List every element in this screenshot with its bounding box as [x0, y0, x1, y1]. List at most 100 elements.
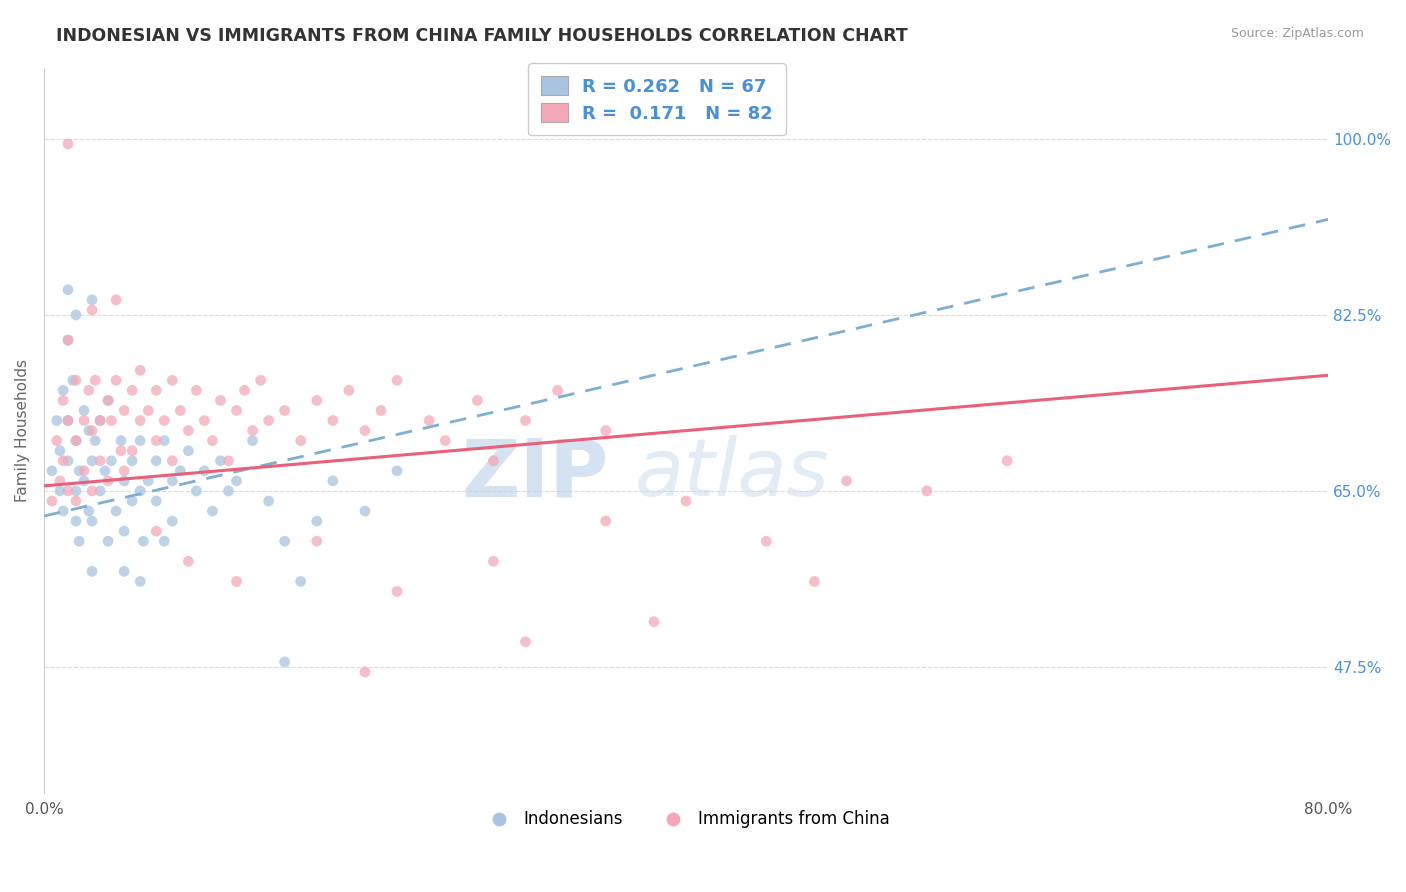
- Point: [177, 424, 200, 438]
- Point: [257, 413, 280, 427]
- Point: [354, 665, 377, 679]
- Point: [52, 504, 75, 518]
- Point: [56, 283, 79, 297]
- Point: [177, 554, 200, 568]
- Point: [112, 524, 135, 538]
- Point: [162, 454, 184, 468]
- Point: [77, 384, 100, 398]
- Point: [52, 384, 75, 398]
- Point: [193, 413, 215, 427]
- Point: [110, 443, 132, 458]
- Point: [97, 534, 120, 549]
- Point: [385, 373, 408, 387]
- Point: [209, 393, 232, 408]
- Point: [337, 384, 360, 398]
- Point: [73, 464, 96, 478]
- Point: [643, 615, 665, 629]
- Point: [186, 384, 208, 398]
- Point: [354, 504, 377, 518]
- Point: [273, 403, 295, 417]
- Point: [136, 403, 159, 417]
- Point: [129, 574, 152, 589]
- Point: [80, 424, 103, 438]
- Point: [65, 373, 87, 387]
- Point: [153, 413, 176, 427]
- Point: [193, 464, 215, 478]
- Point: [257, 494, 280, 508]
- Point: [65, 494, 87, 508]
- Point: [218, 454, 240, 468]
- Point: [482, 554, 505, 568]
- Point: [49, 443, 72, 458]
- Point: [370, 403, 392, 417]
- Point: [80, 302, 103, 317]
- Point: [225, 403, 247, 417]
- Point: [80, 514, 103, 528]
- Point: [41, 464, 63, 478]
- Point: [45, 434, 67, 448]
- Point: [177, 443, 200, 458]
- Point: [65, 483, 87, 498]
- Point: [56, 413, 79, 427]
- Legend: Indonesians, Immigrants from China: Indonesians, Immigrants from China: [475, 804, 897, 835]
- Point: [121, 494, 143, 508]
- Point: [89, 413, 111, 427]
- Point: [169, 403, 191, 417]
- Point: [145, 434, 167, 448]
- Point: [225, 474, 247, 488]
- Point: [65, 514, 87, 528]
- Point: [105, 373, 128, 387]
- Point: [201, 434, 224, 448]
- Point: [94, 464, 117, 478]
- Point: [434, 434, 457, 448]
- Point: [77, 424, 100, 438]
- Point: [97, 393, 120, 408]
- Point: [169, 464, 191, 478]
- Point: [112, 565, 135, 579]
- Point: [385, 464, 408, 478]
- Point: [97, 393, 120, 408]
- Point: [755, 534, 778, 549]
- Point: [675, 494, 697, 508]
- Point: [77, 504, 100, 518]
- Point: [84, 434, 107, 448]
- Point: [129, 413, 152, 427]
- Point: [56, 454, 79, 468]
- Point: [242, 424, 264, 438]
- Point: [186, 483, 208, 498]
- Point: [136, 474, 159, 488]
- Point: [73, 403, 96, 417]
- Text: atlas: atlas: [634, 435, 830, 513]
- Point: [67, 534, 90, 549]
- Point: [100, 454, 122, 468]
- Text: Source: ZipAtlas.com: Source: ZipAtlas.com: [1230, 27, 1364, 40]
- Point: [56, 483, 79, 498]
- Point: [52, 393, 75, 408]
- Point: [73, 474, 96, 488]
- Point: [145, 384, 167, 398]
- Point: [595, 424, 617, 438]
- Point: [145, 524, 167, 538]
- Point: [547, 384, 569, 398]
- Y-axis label: Family Households: Family Households: [15, 359, 30, 502]
- Point: [233, 384, 256, 398]
- Point: [112, 464, 135, 478]
- Point: [112, 474, 135, 488]
- Point: [121, 454, 143, 468]
- Point: [89, 454, 111, 468]
- Point: [84, 373, 107, 387]
- Point: [56, 413, 79, 427]
- Point: [162, 373, 184, 387]
- Point: [121, 443, 143, 458]
- Point: [49, 474, 72, 488]
- Point: [273, 655, 295, 669]
- Point: [89, 483, 111, 498]
- Point: [132, 534, 155, 549]
- Point: [73, 413, 96, 427]
- Point: [145, 454, 167, 468]
- Point: [249, 373, 271, 387]
- Point: [218, 483, 240, 498]
- Point: [56, 333, 79, 347]
- Point: [112, 403, 135, 417]
- Point: [482, 454, 505, 468]
